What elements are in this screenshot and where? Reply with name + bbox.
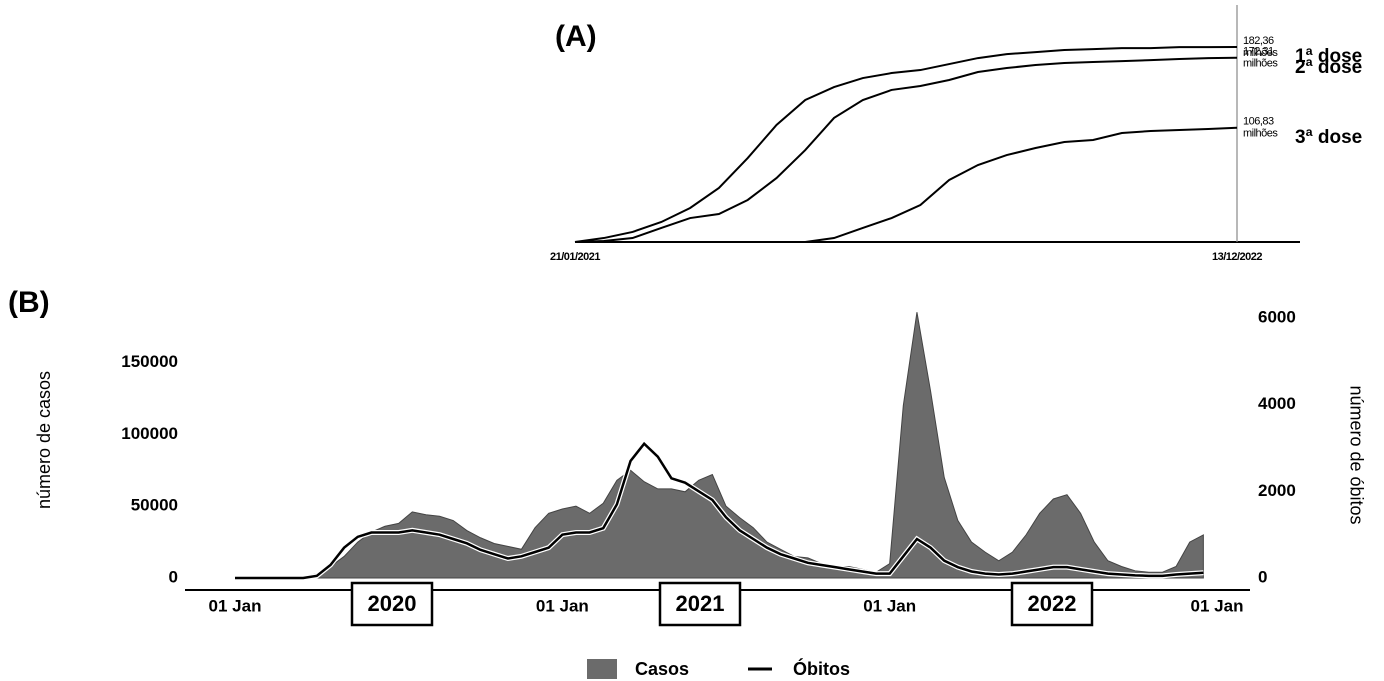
end-value-label: milhões: [1243, 128, 1278, 140]
x-tick-label: 01 Jan: [536, 596, 589, 615]
y-tick-label: 150000: [121, 352, 178, 371]
end-value-label: 172,31: [1243, 46, 1274, 58]
y2-tick-label: 2000: [1258, 481, 1296, 500]
legend-label: Óbitos: [793, 658, 850, 679]
legend-swatch: [587, 659, 617, 679]
panel-a-title: (A): [555, 20, 597, 53]
end-value-label: 106,83: [1243, 116, 1274, 128]
y2-tick-label: 4000: [1258, 394, 1296, 413]
year-label: 2021: [676, 591, 725, 616]
series-label: 1ª dose: [1295, 46, 1362, 67]
x-tick-label: 21/01/2021: [550, 251, 600, 263]
legend-label: Casos: [635, 659, 689, 679]
y2-axis-title: número de óbitos: [1346, 385, 1366, 524]
x-tick-label: 01 Jan: [1191, 596, 1244, 615]
x-tick-label: 01 Jan: [863, 596, 916, 615]
year-box: [658, 581, 742, 627]
dose-line: [574, 56, 1238, 243]
year-label: 2020: [368, 591, 417, 616]
cases-area: [235, 312, 1204, 579]
x-tick-label: 13/12/2022: [1212, 251, 1262, 263]
x-tick-label: 01 Jan: [209, 596, 262, 615]
panel-b-title: (B): [8, 286, 50, 319]
y-tick-label: 100000: [121, 424, 178, 443]
dose-line: [575, 126, 1238, 243]
series-label: 2ª dose: [1295, 57, 1362, 78]
y2-tick-label: 0: [1258, 567, 1267, 586]
year-label: 2022: [1028, 591, 1077, 616]
y2-tick-label: 6000: [1258, 307, 1296, 326]
year-box: [1010, 581, 1094, 627]
end-value-label: milhões: [1243, 47, 1278, 59]
deaths-line: [235, 441, 1204, 580]
y-tick-label: 50000: [131, 496, 178, 515]
series-label: 3ª dose: [1295, 127, 1362, 148]
y-axis-title: número de casos: [34, 371, 54, 509]
year-box: [350, 581, 434, 627]
end-value-label: 182,36: [1243, 35, 1274, 47]
y-tick-label: 0: [169, 567, 178, 586]
end-value-label: milhões: [1243, 58, 1278, 70]
dose-line: [574, 46, 1238, 243]
